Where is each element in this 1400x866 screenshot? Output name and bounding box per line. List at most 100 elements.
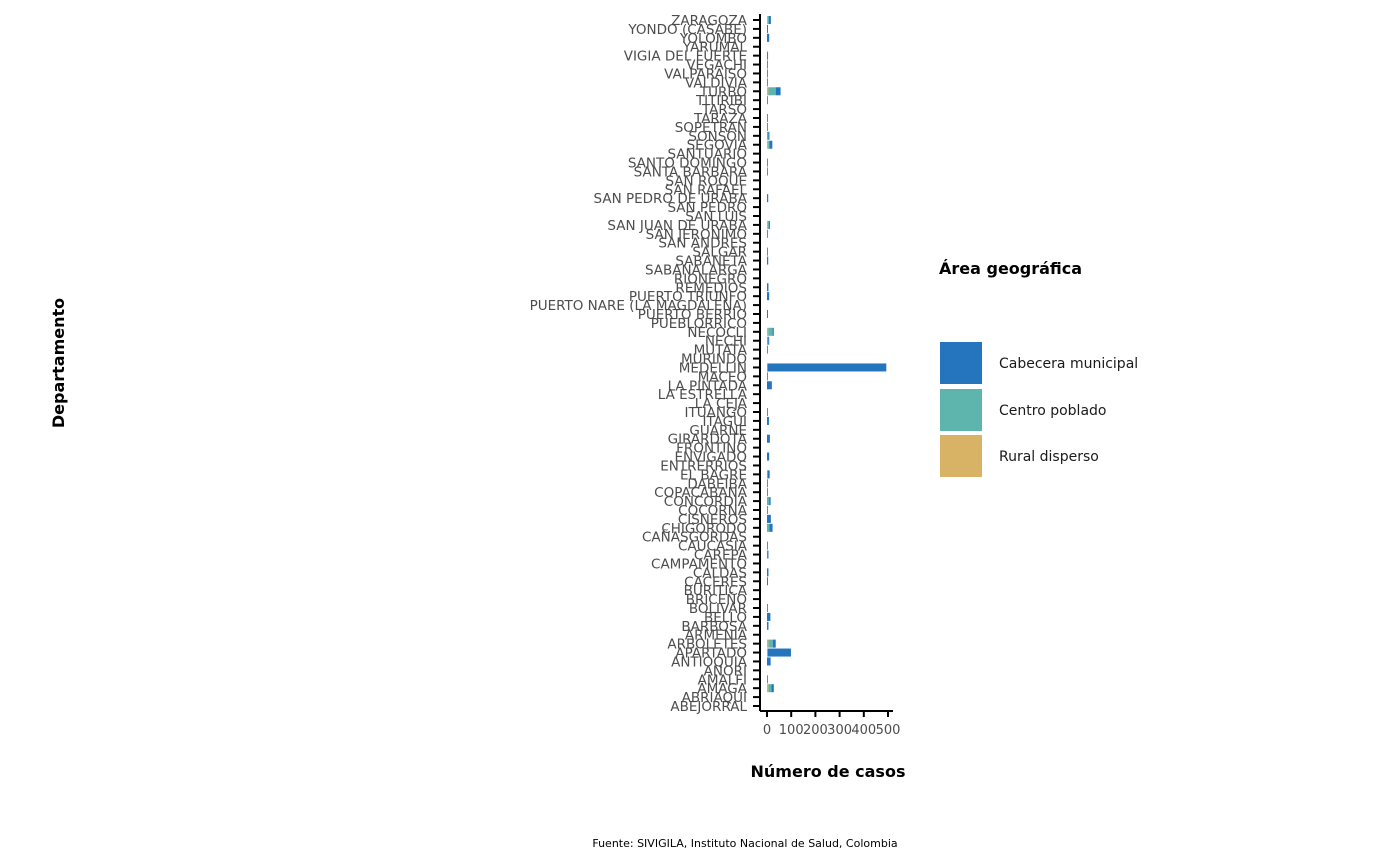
y-tick-label: SANTO DOMINGO bbox=[628, 156, 747, 172]
y-tick-label: ENTRERRIOS bbox=[660, 458, 747, 474]
legend-title: Área geográfica bbox=[939, 259, 1082, 278]
y-tick-label: VALDIVIA bbox=[685, 75, 748, 91]
y-tick-label: CAREPA bbox=[694, 548, 748, 564]
caption: Fuente: SIVIGILA, Instituto Nacional de … bbox=[592, 837, 897, 850]
y-tick-label: MUTATA bbox=[694, 343, 748, 359]
y-tick-label: SABANALARGA bbox=[645, 262, 748, 278]
y-tick-label: SANTUARIO bbox=[667, 147, 747, 163]
bar-segment bbox=[767, 479, 768, 488]
bar-segment bbox=[767, 470, 770, 479]
y-tick-label: TARAZA bbox=[693, 111, 748, 127]
bar-segment bbox=[767, 541, 768, 550]
bar-segment bbox=[767, 78, 768, 87]
y-tick-label: PUERTO NARE (LA MAGDALENA) bbox=[530, 298, 747, 314]
y-tick-label: NECHI bbox=[705, 334, 747, 350]
y-tick-label: ARBOLETES bbox=[667, 637, 747, 653]
bar-segment bbox=[767, 416, 769, 425]
bar-segment bbox=[767, 612, 771, 621]
y-tick-label: CISNEROS bbox=[678, 512, 747, 528]
y-tick-label: ZARAGOZA bbox=[671, 13, 748, 29]
y-tick-label: ABEJORRAL bbox=[670, 699, 747, 715]
bar-segment bbox=[767, 648, 791, 657]
bar-segment bbox=[767, 336, 769, 345]
y-tick-label: COCORNA bbox=[678, 503, 748, 519]
legend: Área geográfica Cabecera municipal Centr… bbox=[939, 259, 1138, 477]
bar-segment bbox=[767, 158, 768, 167]
y-ticks bbox=[753, 19, 760, 707]
y-tick-label: ABRIAQUI bbox=[682, 690, 747, 706]
y-tick-label: SAN JERONIMO bbox=[646, 227, 747, 243]
y-tick-label: PUEBLORRICO bbox=[651, 316, 747, 332]
legend-label-rural-disperso: Rural disperso bbox=[999, 449, 1099, 465]
y-tick-label: SONSON bbox=[688, 129, 747, 145]
y-tick-label: ITAGUI bbox=[702, 414, 747, 430]
x-tick-label: 400 bbox=[851, 723, 876, 738]
y-tick-label: COPACABANA bbox=[654, 485, 748, 501]
bar-segment bbox=[767, 577, 768, 586]
y-tick-label: GIRARDOTA bbox=[668, 432, 748, 448]
bar-segment bbox=[767, 505, 768, 515]
bar-segment bbox=[767, 247, 768, 256]
x-tick-label: 0 bbox=[763, 723, 771, 738]
y-tick-label: DABEIBA bbox=[687, 476, 747, 492]
bar-segment bbox=[767, 229, 768, 238]
y-tick-label: TITIRIBI bbox=[695, 93, 747, 109]
y-tick-label: SAN ANDRES bbox=[658, 236, 747, 252]
bar-segment bbox=[767, 434, 770, 443]
y-tick-label: APARTADO bbox=[675, 646, 747, 662]
y-tick-label: EL BAGRE bbox=[680, 467, 747, 483]
bar-segment bbox=[767, 15, 769, 25]
legend-label-centro-poblado: Centro poblado bbox=[999, 403, 1106, 419]
bar-segment bbox=[767, 15, 768, 25]
bar-segment bbox=[767, 345, 768, 354]
bar-segment bbox=[767, 550, 769, 559]
bar-segment bbox=[768, 15, 771, 25]
y-tick-label: SANTA BARBARA bbox=[634, 164, 748, 180]
y-tick-label: BRICEÑO bbox=[686, 591, 747, 608]
y-tick-label: SABANETA bbox=[675, 254, 747, 270]
bar-segment bbox=[767, 363, 768, 372]
bar-segment bbox=[767, 220, 769, 229]
y-tick-label: CAUCASIA bbox=[678, 539, 748, 555]
y-tick-label: VALPARAISO bbox=[664, 66, 747, 82]
bar-segment bbox=[768, 220, 770, 229]
y-tick-label: LA CEJA bbox=[695, 396, 748, 412]
bar-segment bbox=[767, 96, 768, 105]
bar-segment bbox=[767, 69, 768, 78]
y-tick-label: AMAGA bbox=[697, 681, 747, 697]
bar-segment bbox=[767, 87, 769, 96]
x-tick-label: 200 bbox=[803, 723, 828, 738]
bar-segment bbox=[767, 140, 769, 149]
x-axis-title: Número de casos bbox=[751, 762, 906, 781]
legend-swatch-centro-poblado bbox=[940, 389, 982, 431]
y-tick-label: REMEDIOS bbox=[675, 280, 747, 296]
bar-segment bbox=[767, 497, 770, 506]
bar-segment bbox=[767, 675, 768, 684]
bar-segment bbox=[767, 684, 769, 693]
bar-segment bbox=[767, 372, 768, 381]
y-tick-label: SEGOVIA bbox=[687, 138, 748, 154]
y-tick-label: CHIGORODO bbox=[661, 521, 747, 537]
y-tick-label: YOLOMBO bbox=[679, 31, 747, 47]
x-ticks: 0 100 200 300 400 500 bbox=[763, 711, 900, 738]
bar-segment bbox=[767, 523, 770, 532]
bar-segment bbox=[772, 327, 774, 336]
y-tick-label: MACEO bbox=[698, 369, 747, 385]
bar-segment bbox=[767, 33, 770, 42]
bar-segment bbox=[767, 24, 768, 33]
bar-segment bbox=[767, 452, 770, 461]
bar-segment bbox=[772, 639, 776, 648]
bar-segment bbox=[767, 327, 769, 336]
bar-segment bbox=[767, 550, 768, 559]
bar-segment bbox=[767, 648, 768, 657]
y-tick-label: ANTIOQUIA bbox=[671, 654, 748, 670]
bar-segment bbox=[767, 113, 768, 123]
bar-segment bbox=[775, 87, 781, 96]
y-tick-label: NECOCLI bbox=[687, 325, 747, 341]
legend-swatch-cabecera bbox=[940, 342, 982, 384]
bar-segment bbox=[767, 309, 768, 319]
bar-segment bbox=[767, 621, 769, 630]
bar-segment bbox=[769, 497, 771, 506]
x-tick-label: 100 bbox=[779, 723, 804, 738]
y-tick-label: SOPETRAN bbox=[675, 120, 747, 136]
